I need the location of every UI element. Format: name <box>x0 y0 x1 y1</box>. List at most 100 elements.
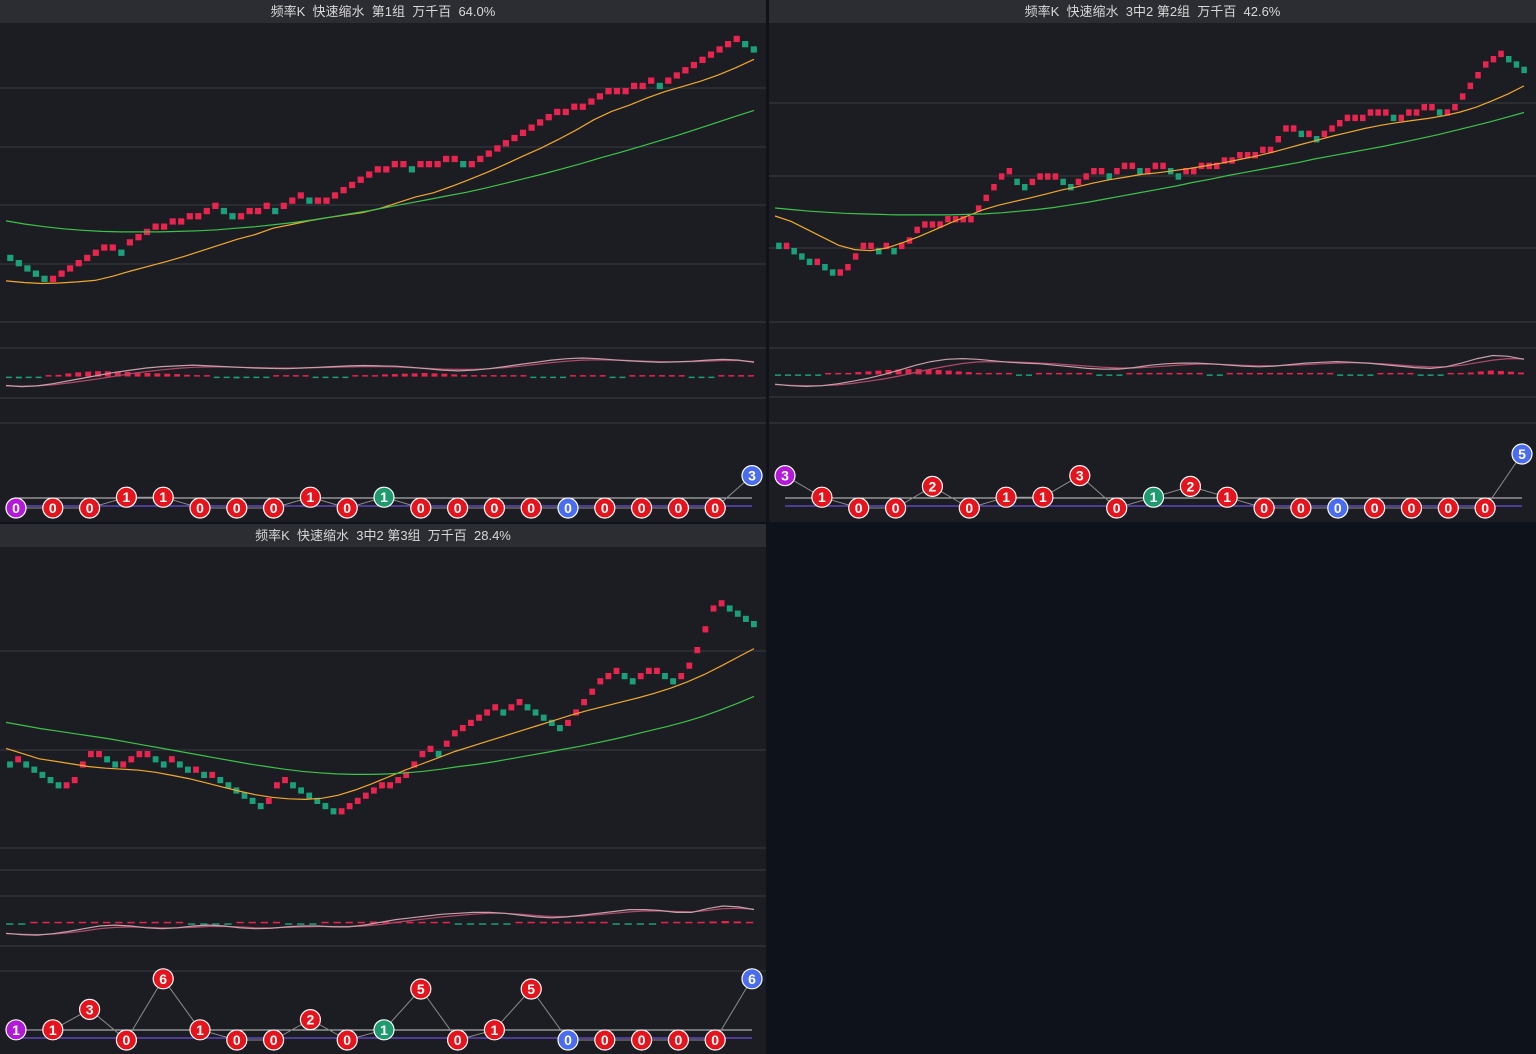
macd-bar-up <box>66 921 74 924</box>
candle-down <box>217 777 224 784</box>
badge-circle <box>1363 497 1386 519</box>
macd-bar-up <box>480 375 487 377</box>
candle-up <box>96 751 102 758</box>
candle-up <box>991 184 997 191</box>
candle-down <box>557 725 563 732</box>
macd-bar-up <box>382 921 390 924</box>
candle-up <box>1475 72 1481 79</box>
badge-circle <box>1400 497 1423 519</box>
macd-bar-up <box>588 921 596 924</box>
badge-label: 3 <box>781 468 789 484</box>
badge-circle <box>594 497 616 519</box>
macd-bar-up <box>1056 372 1063 375</box>
macd-bar-up <box>174 374 181 377</box>
candlestick-chart: 1 1 3 0 6 1 0 0 2 0 1 5 0 1 5 0 0 0 0 0 6 <box>0 600 766 1051</box>
macd-bar-up <box>362 375 369 377</box>
candle-up <box>814 258 820 266</box>
count-badge: 0 <box>1106 497 1128 519</box>
macd-bar-up <box>345 921 353 924</box>
candle-up <box>1306 130 1312 138</box>
candle-down <box>176 761 183 768</box>
badge-label: 1 <box>1150 489 1158 505</box>
macd-bar-down <box>550 376 557 379</box>
candle-up <box>282 777 288 784</box>
count-badge: 1 <box>152 486 174 508</box>
macd-bar-up <box>945 370 952 375</box>
badge-label: 0 <box>638 1032 646 1048</box>
candle-up <box>338 808 345 815</box>
count-badge: 0 <box>263 1029 285 1051</box>
badge-label: 0 <box>965 500 973 516</box>
count-badge: 1 <box>115 486 138 508</box>
candle-up <box>573 709 579 716</box>
macd-bar-down <box>200 923 208 925</box>
candle-up <box>1244 152 1251 159</box>
badge-label: 0 <box>711 500 719 516</box>
candle-up <box>1252 152 1258 159</box>
badge-label: 1 <box>1002 489 1010 505</box>
macd-bar-up <box>418 921 426 924</box>
macd-bar-up <box>42 921 50 924</box>
candle-down <box>1106 173 1112 180</box>
count-badge: 0 <box>1253 497 1275 519</box>
candle-up <box>868 242 874 250</box>
macd-bar-up <box>78 921 87 924</box>
badge-label: 0 <box>1297 500 1305 516</box>
panel-title: 频率K 快速缩水 第1组 万千百 64.0% <box>0 0 766 23</box>
candle-up <box>511 134 518 142</box>
count-badge: 3 <box>1069 465 1091 487</box>
badge-circle <box>42 1019 64 1041</box>
candle-up <box>645 667 652 674</box>
candle-down <box>7 254 14 262</box>
badge-circle <box>1253 497 1275 519</box>
candle-up <box>716 46 723 53</box>
macd-bar-up <box>1246 372 1253 375</box>
macd-bar-down <box>253 376 260 379</box>
macd-bar-down <box>624 923 632 925</box>
badge-circle <box>1069 465 1091 487</box>
badge-circle <box>299 1009 321 1031</box>
badge-circle <box>630 1029 653 1051</box>
candle-up <box>702 626 709 633</box>
macd-bar-down <box>213 376 220 379</box>
badge-label: 1 <box>196 1022 204 1038</box>
macd-bar-up <box>579 375 586 377</box>
badge-circle <box>774 465 796 487</box>
count-badge: 0 <box>667 1029 690 1051</box>
macd-bar-up <box>1307 372 1314 375</box>
macd-bar-up <box>154 373 161 377</box>
macd-bar-up <box>1146 372 1153 375</box>
badge-label: 0 <box>196 500 204 516</box>
macd-bar-up <box>1186 372 1193 375</box>
badge-label: 0 <box>675 500 683 516</box>
count-badge: 3 <box>741 465 763 487</box>
candle-up <box>274 782 280 789</box>
badge-circle <box>78 998 101 1020</box>
macd-bar-down <box>18 923 26 925</box>
candle-down <box>32 270 39 277</box>
macd-bar-down <box>503 923 511 925</box>
badge-circle <box>958 497 980 519</box>
count-badge: 1 <box>1032 486 1054 508</box>
macd-bar-down <box>285 923 293 925</box>
macd-bar-down <box>6 923 14 925</box>
candle-up <box>1459 93 1466 100</box>
macd-bar-down <box>491 923 499 925</box>
candle-down <box>621 673 628 680</box>
badge-label: 0 <box>1334 500 1342 516</box>
macd-bar-up <box>273 375 280 377</box>
macd-bar-up <box>163 921 171 924</box>
badge-circle <box>1437 497 1459 519</box>
count-badge: 1 <box>995 486 1017 508</box>
macd-bar-down <box>530 376 537 379</box>
macd-bar-down <box>1106 374 1113 376</box>
count-badge: 2 <box>921 475 943 497</box>
badge-circle <box>189 497 211 519</box>
count-badge: 0 <box>1363 497 1386 519</box>
count-badge: 1 <box>811 486 833 508</box>
macd-bar-up <box>1477 371 1484 375</box>
candle-up <box>571 103 578 110</box>
candle-down <box>791 248 797 255</box>
macd-bar-down <box>636 923 644 925</box>
badge-circle <box>410 978 432 1000</box>
